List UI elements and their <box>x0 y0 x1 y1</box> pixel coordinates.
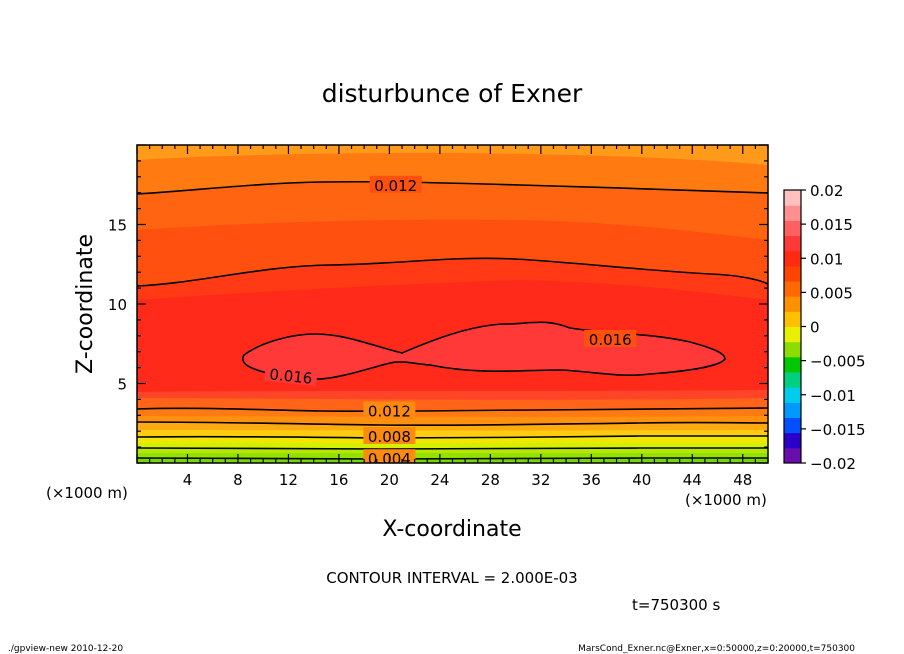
colorbar-segment <box>784 235 801 252</box>
colorbar-tick-label: 0 <box>810 319 820 337</box>
contour-line-0.006 <box>137 447 768 450</box>
colorbar-tick-label: −0.015 <box>810 421 866 439</box>
contour-label-group: 0.012 <box>369 175 422 195</box>
contour-label-bg <box>264 363 318 387</box>
colorbar-segment <box>784 356 801 373</box>
x-unit-left: (×1000 m) <box>46 484 128 502</box>
y-axis-label: Z-coordinate <box>73 234 98 374</box>
x-tick-label: 32 <box>531 471 550 489</box>
contour-line-0.010 <box>137 421 768 427</box>
y-tick-label: 15 <box>108 217 127 235</box>
y-tick-label: 10 <box>108 296 127 314</box>
colorbar-segment <box>784 417 801 434</box>
contour-label-group: 0.008 <box>363 426 416 446</box>
x-tick-label: 20 <box>380 471 399 489</box>
contour-line-0.016-blob <box>242 321 726 380</box>
contour-label: 0.012 <box>374 177 417 195</box>
contour-label: 0.016 <box>589 331 632 349</box>
x-tick-label: 4 <box>183 471 193 489</box>
contour-line-0.012-low <box>137 407 768 413</box>
colorbar-segment <box>784 311 801 327</box>
x-axis-ticks: 4 8 12 16 20 24 28 32 36 40 44 48 <box>136 145 769 489</box>
colorbar-tick-label: −0.005 <box>810 353 866 371</box>
colorbar-segment <box>784 281 801 297</box>
footer-left: ./gpview-new 2010-12-20 <box>8 644 123 654</box>
colorbar-segment <box>784 190 801 206</box>
colorbar-tick-label: −0.02 <box>810 455 856 473</box>
contour-lines <box>137 180 768 460</box>
contour-line-0.012-top <box>137 180 768 195</box>
contour-label: 0.016 <box>269 365 314 387</box>
footer-right: MarsCond_Exner.nc@Exner,x=0:50000,z=0:20… <box>578 644 855 654</box>
x-tick-label: 24 <box>430 471 449 489</box>
x-axis-label: X-coordinate <box>382 517 521 542</box>
colorbar <box>784 190 801 464</box>
contour-interval-note: CONTOUR INTERVAL = 2.000E-03 <box>326 569 577 587</box>
contour-label: 0.012 <box>368 403 411 421</box>
colorbar-segment <box>784 220 801 236</box>
x-tick-label: 44 <box>683 471 702 489</box>
contour-label-bg <box>363 426 416 444</box>
y-axis-ticks: 5 10 15 <box>108 144 768 464</box>
colorbar-segment <box>784 250 801 267</box>
colorbar-segment <box>784 326 801 343</box>
colorbar-segment <box>784 296 801 312</box>
colorbar-ticks: 0.02 0.015 0.01 0.005 0 −0.005 −0.01 −0.015 −0.0… <box>801 182 866 473</box>
x-tick-label: 12 <box>279 471 298 489</box>
contour-line-0.004 <box>137 457 768 460</box>
colorbar-segment <box>784 387 801 403</box>
contour-label-bg <box>369 175 422 193</box>
x-tick-label: 28 <box>481 471 500 489</box>
colorbar-segment <box>784 205 801 221</box>
x-tick-label: 16 <box>329 471 348 489</box>
colorbar-segment <box>784 372 801 388</box>
contour-label-group: 0.016 <box>584 329 637 349</box>
x-tick-label: 36 <box>582 471 601 489</box>
x-unit-right: (×1000 m) <box>685 491 767 509</box>
colorbar-segment <box>784 402 801 418</box>
x-tick-label: 8 <box>233 471 243 489</box>
contour-label-group: 0.012 <box>363 401 416 421</box>
colorbar-tick-label: 0.005 <box>810 284 853 302</box>
contour-line-0.008 <box>137 435 768 439</box>
colorbar-segment <box>784 432 801 449</box>
color-bands <box>137 145 768 463</box>
y-tick-label: 5 <box>117 376 127 394</box>
x-tick-label: 40 <box>632 471 651 489</box>
contour-label: 0.008 <box>368 428 411 446</box>
colorbar-segment <box>784 265 801 282</box>
colorbar-segment <box>784 341 801 358</box>
time-note: t=750300 s <box>632 596 720 614</box>
contour-label-bg <box>584 329 637 347</box>
x-tick-label: 48 <box>733 471 752 489</box>
colorbar-tick-label: 0.01 <box>810 250 843 268</box>
colorbar-tick-label: −0.01 <box>810 387 856 405</box>
colorbar-segment <box>784 447 801 464</box>
colorbar-tick-label: 0.015 <box>810 216 853 234</box>
contour-label-group: 0.016 <box>264 363 318 388</box>
chart-title: disturbunce of Exner <box>322 79 583 108</box>
contour-line-0.014-top <box>137 257 768 287</box>
colorbar-tick-label: 0.02 <box>810 182 843 200</box>
contour-label-bg <box>363 401 416 419</box>
